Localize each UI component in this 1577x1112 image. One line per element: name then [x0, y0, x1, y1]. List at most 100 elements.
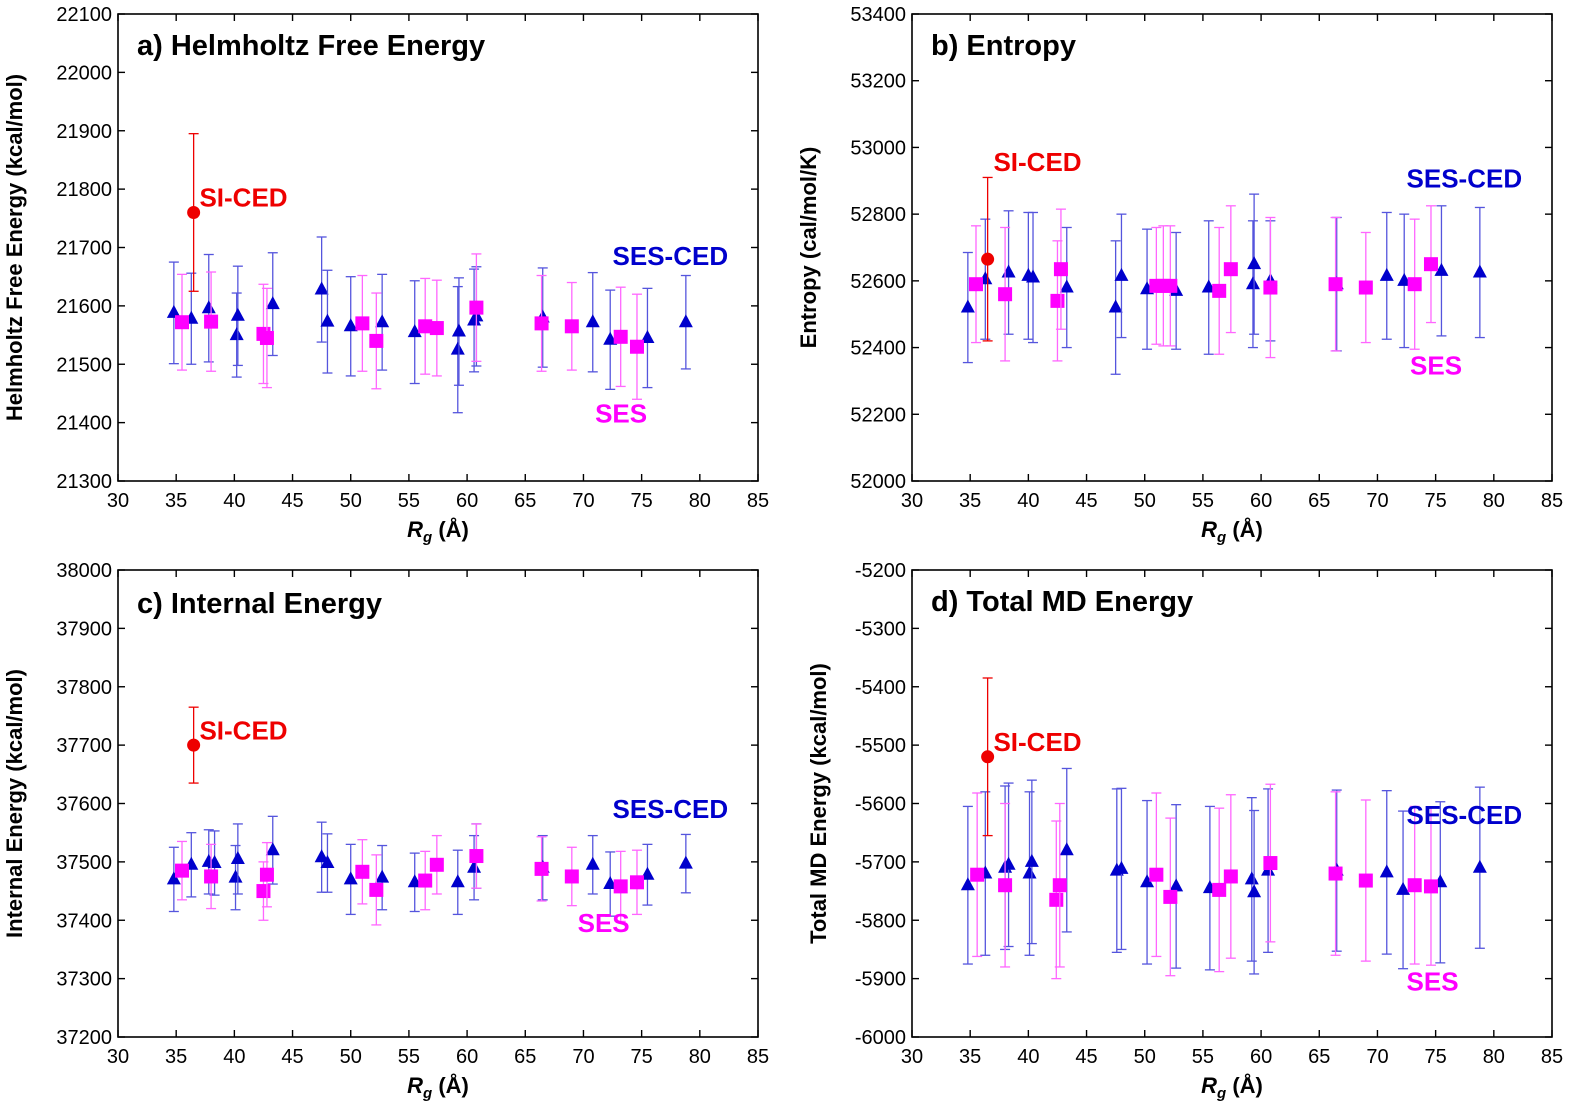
chart-panel-2: 30 35 40 45 50 55 60 65 70 75 80 85 52000 52200 52400 5…: [796, 4, 1563, 546]
series-label-ses: SES: [1407, 966, 1459, 996]
x-tick-label: 85: [747, 1046, 769, 1068]
data-point-ses: [613, 329, 628, 344]
x-tick-label: 30: [107, 1046, 129, 1068]
x-tick-label: 70: [1366, 1046, 1388, 1068]
data-point-sesced: [228, 869, 243, 883]
x-tick-label: 60: [456, 1046, 478, 1068]
x-axis-label-unit: (Å): [1226, 516, 1263, 542]
data-point-sesced: [265, 296, 280, 310]
data-point-sesced: [265, 842, 280, 856]
data-point-sesced: [585, 856, 600, 870]
y-tick-label: 21800: [56, 179, 112, 201]
data-point-ses: [1053, 262, 1068, 277]
panel-title: c) Internal Energy: [137, 588, 382, 620]
x-tick-label: 35: [165, 490, 187, 512]
x-tick-label: 70: [572, 1046, 594, 1068]
data-point-sesced: [467, 859, 482, 873]
x-tick-label: 80: [1483, 1046, 1505, 1068]
chart-panel-1: 30 35 40 45 50 55 60 65 70 75 80 85 21300 21400 21500 2…: [2, 4, 769, 546]
x-axis-label-main: R: [1201, 1073, 1217, 1098]
x-tick-label: 70: [1366, 490, 1388, 512]
data-point-ses: [1149, 867, 1164, 882]
data-point-sesced: [450, 874, 465, 888]
y-tick-label: -5900: [855, 969, 906, 991]
data-point-ses: [1223, 262, 1238, 277]
data-point-sesced: [375, 314, 390, 328]
y-tick-label: 53400: [850, 4, 906, 26]
y-tick-label: -5500: [855, 735, 906, 757]
chart-panel-4: 30 35 40 45 50 55 60 65 70 75 80 85 -6000 -5900 -5800 -…: [806, 560, 1563, 1102]
data-point-ses: [175, 863, 189, 878]
data-point-ses: [613, 879, 628, 894]
data-point-sesced: [1001, 264, 1016, 278]
x-axis-label: Rg (Å): [1201, 516, 1263, 546]
panel-title: d) Total MD Energy: [931, 586, 1193, 618]
x-tick-label: 60: [456, 490, 478, 512]
panel-title: a) Helmholtz Free Energy: [137, 30, 485, 62]
y-tick-label: 37600: [56, 794, 112, 816]
data-point-sesced: [1114, 860, 1129, 874]
y-axis-label: Helmholtz Free Energy (kcal/mol): [2, 74, 27, 421]
series-label-ses: SES: [595, 399, 647, 429]
data-point-ses: [1212, 283, 1227, 298]
data-point-ses: [259, 867, 274, 882]
x-tick-label: 35: [959, 1046, 981, 1068]
data-point-ses: [969, 277, 983, 292]
x-tick-label: 80: [689, 1046, 711, 1068]
x-axis-label-sub: g: [422, 1085, 432, 1102]
data-point-sesced: [1245, 276, 1260, 290]
y-tick-label: -6000: [855, 1027, 906, 1049]
x-tick-label: 40: [1017, 490, 1039, 512]
x-tick-label: 50: [1134, 490, 1156, 512]
chart-panel-3: 30 35 40 45 50 55 60 65 70 75 80 85 37200 37300 37400 3…: [2, 560, 769, 1102]
x-axis-label-unit: (Å): [432, 516, 469, 542]
data-point-ses: [564, 869, 579, 884]
data-point-ses: [1358, 280, 1373, 295]
y-tick-label: -5800: [855, 910, 906, 932]
x-tick-label: 70: [572, 490, 594, 512]
x-tick-label: 40: [223, 1046, 245, 1068]
data-point-sesced: [320, 855, 335, 869]
data-point-sesced: [1247, 256, 1262, 270]
data-point-sied: [981, 750, 995, 764]
y-tick-label: 37200: [56, 1027, 112, 1049]
data-point-sesced: [1379, 864, 1394, 878]
data-point-sesced: [343, 318, 358, 332]
data-point-sesced: [1114, 267, 1129, 281]
y-tick-label: -5700: [855, 852, 906, 874]
data-point-ses: [1163, 889, 1178, 904]
x-tick-label: 55: [398, 490, 420, 512]
data-point-sied: [187, 205, 201, 219]
series-label-ses: SES: [1410, 350, 1462, 380]
series-label-sesced: SES-CED: [1407, 163, 1523, 193]
plot-frame: [911, 13, 1553, 482]
data-point-ses: [1049, 892, 1064, 907]
x-tick-label: 60: [1250, 1046, 1272, 1068]
data-point-ses: [629, 339, 644, 354]
data-point-ses: [534, 316, 549, 331]
y-tick-label: 37300: [56, 969, 112, 991]
data-point-ses: [1423, 879, 1438, 894]
y-tick-label: 21600: [56, 296, 112, 318]
data-point-sesced: [407, 324, 422, 338]
x-tick-label: 65: [514, 1046, 536, 1068]
y-axis-label: Total MD Energy (kcal/mol): [806, 663, 831, 944]
data-point-sesced: [1024, 853, 1039, 867]
data-point-ses: [175, 315, 189, 330]
x-tick-label: 45: [281, 1046, 303, 1068]
x-axis-label-unit: (Å): [432, 1072, 469, 1098]
y-tick-label: 21400: [56, 413, 112, 435]
x-tick-label: 35: [959, 490, 981, 512]
data-point-sesced: [451, 323, 466, 337]
data-point-ses: [1052, 878, 1067, 893]
data-point-sesced: [1140, 874, 1155, 888]
y-tick-label: 37700: [56, 735, 112, 757]
x-tick-label: 75: [1425, 1046, 1447, 1068]
data-point-sesced: [1396, 881, 1411, 895]
series-label-sied: SI-CED: [199, 183, 287, 213]
data-point-sesced: [960, 299, 975, 313]
y-tick-label: -5200: [855, 560, 906, 582]
data-point-sesced: [1379, 267, 1394, 281]
data-point-sesced: [678, 314, 693, 328]
data-point-sesced: [201, 300, 216, 314]
